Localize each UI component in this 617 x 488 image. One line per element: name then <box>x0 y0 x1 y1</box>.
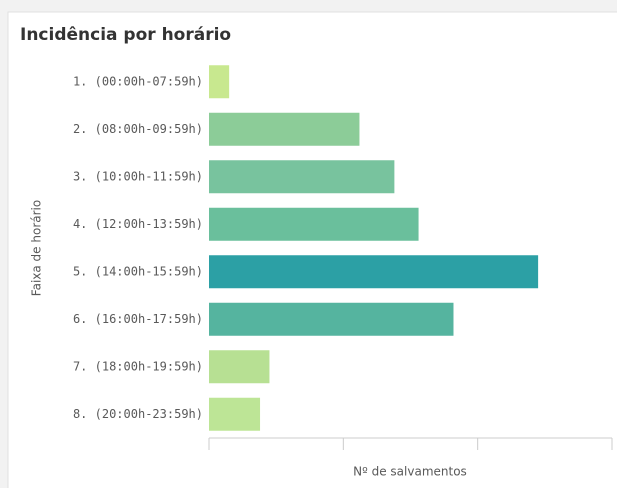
bar <box>209 397 261 431</box>
y-tick-label: 6. (16:00h-17:59h) <box>73 312 203 326</box>
y-tick-label: 1. (00:00h-07:59h) <box>73 74 203 88</box>
bar <box>209 207 419 241</box>
y-tick-label: 4. (12:00h-13:59h) <box>73 217 203 231</box>
y-tick-label: 3. (10:00h-11:59h) <box>73 169 203 183</box>
bar <box>209 350 270 384</box>
bar <box>209 255 539 289</box>
chart-title: Incidência por horário <box>20 25 231 45</box>
y-tick-label: 7. (18:00h-19:59h) <box>73 359 203 373</box>
x-axis-label: Nº de salvamentos <box>353 465 467 479</box>
y-axis-label: Faixa de horário <box>30 200 44 296</box>
bar <box>209 65 230 99</box>
panel <box>7 11 617 488</box>
y-tick-label: 2. (08:00h-09:59h) <box>73 122 203 136</box>
bar <box>209 160 395 194</box>
bar <box>209 112 360 146</box>
y-tick-label: 5. (14:00h-15:59h) <box>73 264 203 278</box>
bar <box>209 302 454 336</box>
y-tick-label: 8. (20:00h-23:59h) <box>73 407 203 421</box>
